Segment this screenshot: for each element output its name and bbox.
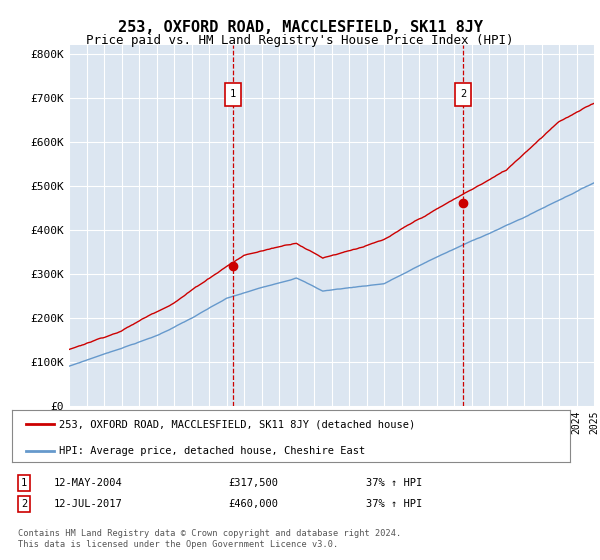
Text: 12-MAY-2004: 12-MAY-2004	[54, 478, 123, 488]
FancyBboxPatch shape	[455, 83, 471, 106]
Text: £317,500: £317,500	[228, 478, 278, 488]
Text: 2: 2	[460, 90, 466, 100]
Text: Contains HM Land Registry data © Crown copyright and database right 2024.
This d: Contains HM Land Registry data © Crown c…	[18, 529, 401, 549]
FancyBboxPatch shape	[225, 83, 241, 106]
Text: 253, OXFORD ROAD, MACCLESFIELD, SK11 8JY (detached house): 253, OXFORD ROAD, MACCLESFIELD, SK11 8JY…	[59, 419, 416, 430]
Text: 37% ↑ HPI: 37% ↑ HPI	[366, 478, 422, 488]
Text: 253, OXFORD ROAD, MACCLESFIELD, SK11 8JY: 253, OXFORD ROAD, MACCLESFIELD, SK11 8JY	[118, 20, 482, 35]
Text: 37% ↑ HPI: 37% ↑ HPI	[366, 499, 422, 509]
Text: 1: 1	[21, 478, 27, 488]
Text: £460,000: £460,000	[228, 499, 278, 509]
Text: 1: 1	[230, 90, 236, 100]
Text: HPI: Average price, detached house, Cheshire East: HPI: Average price, detached house, Ches…	[59, 446, 365, 456]
Text: 12-JUL-2017: 12-JUL-2017	[54, 499, 123, 509]
Text: Price paid vs. HM Land Registry's House Price Index (HPI): Price paid vs. HM Land Registry's House …	[86, 34, 514, 46]
Text: 2: 2	[21, 499, 27, 509]
